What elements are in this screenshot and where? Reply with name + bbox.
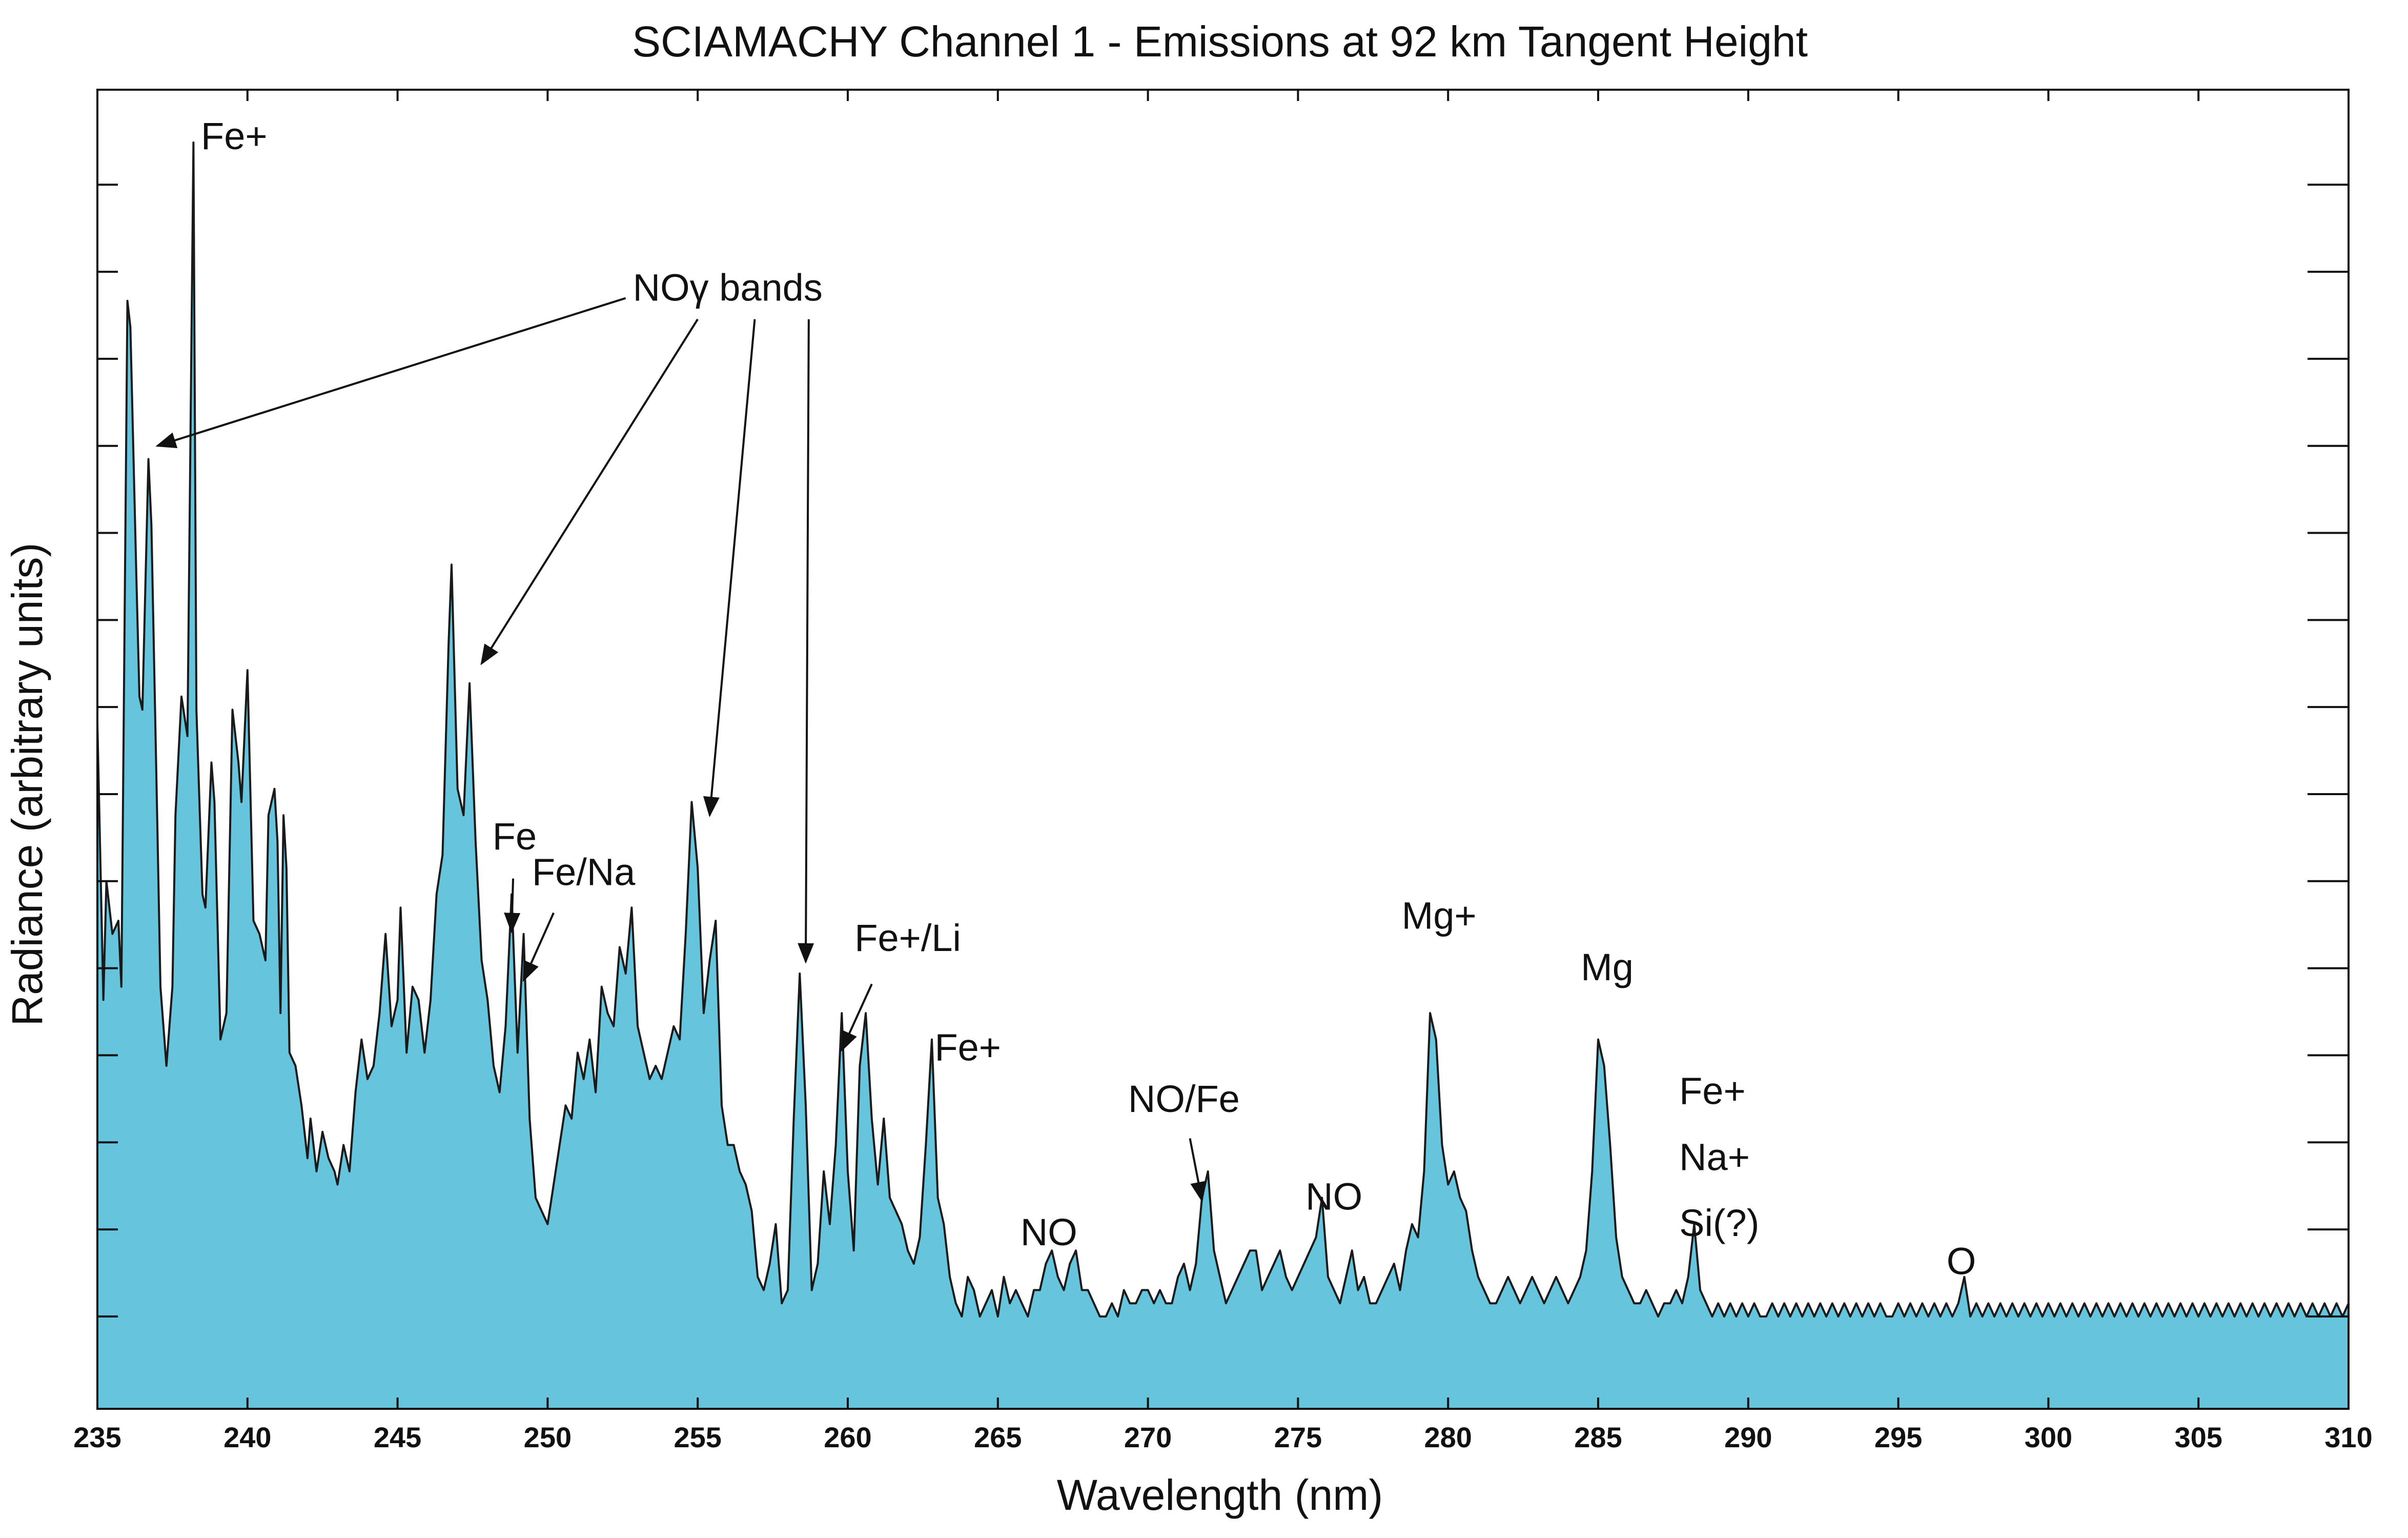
annotation-arrow-no-gamma-bands — [480, 318, 699, 665]
annotation-label-fe-plus-238: Fe+ — [201, 115, 268, 157]
annotation-arrow-no-gamma-bands — [155, 297, 626, 449]
annotation-label-o-297: O — [1947, 1240, 1976, 1283]
annotation-arrow-fe-249 — [504, 878, 521, 934]
annotation-label-no-276: NO — [1305, 1175, 1362, 1218]
x-tick-label: 285 — [1574, 1421, 1622, 1453]
x-tick-label: 240 — [223, 1421, 271, 1453]
axes: 235 240 245 250 255 260 265 270 275 280 285 290 295 3… — [73, 89, 2373, 1453]
annotation-label-no-267: NO — [1021, 1211, 1077, 1253]
annotation-arrow-fe-na-250 — [522, 912, 555, 982]
annotation-label-fe-249: Fe — [493, 815, 537, 858]
x-tick-label: 275 — [1274, 1421, 1322, 1453]
plot-area — [96, 141, 2350, 1409]
x-tick-label: 295 — [1874, 1421, 1922, 1453]
x-tick-label: 250 — [524, 1421, 572, 1453]
x-tick-label: 280 — [1424, 1421, 1472, 1453]
x-tick-label: 260 — [824, 1421, 871, 1453]
annotation-label-fe-plus-263: Fe+ — [934, 1026, 1001, 1069]
x-tick-label: 270 — [1124, 1421, 1172, 1453]
x-tick-label: 265 — [974, 1421, 1022, 1453]
spectrum-line-0 — [96, 141, 2350, 1318]
chart-title: SCIAMACHY Channel 1 - Emissions at 92 km… — [632, 17, 1808, 66]
plot-frame — [96, 89, 2350, 1410]
annotation-arrow-no-fe-272 — [1189, 1138, 1207, 1203]
annotation-label-fe-plus-li: Fe+/Li — [854, 917, 961, 959]
y-axis-title: Radiance (arbitrary units) — [3, 542, 51, 1026]
x-tick-label: 255 — [674, 1421, 721, 1453]
annotation-label-fe-na-si-288: Na+ — [1679, 1136, 1750, 1178]
annotation-arrow-no-gamma-bands — [798, 319, 814, 964]
annotation-label-fe-na-si-288: Si(?) — [1679, 1202, 1759, 1244]
annotation-label-fe-na-250: Fe/Na — [532, 851, 636, 894]
x-tick-label: 245 — [374, 1421, 421, 1453]
annotation-arrow-no-gamma-bands — [703, 319, 756, 818]
x-tick-label: 305 — [2174, 1421, 2222, 1453]
spectrum-area-0 — [97, 142, 2349, 1409]
annotation-label-mg-plus-280: Mg+ — [1402, 894, 1477, 937]
annotation-label-mg-285: Mg — [1581, 946, 1634, 988]
annotation-label-fe-na-si-288: Fe+ — [1679, 1070, 1746, 1112]
annotation-arrow-fe-plus-li — [841, 983, 873, 1052]
x-tick-label: 300 — [2025, 1421, 2072, 1453]
x-axis-title: Wavelength (nm) — [1057, 1471, 1383, 1519]
x-tick-label: 290 — [1724, 1421, 1772, 1453]
x-tick-label: 310 — [2324, 1421, 2372, 1453]
annotation-label-no-gamma-bands: NOγ bands — [633, 267, 823, 309]
x-tick-label: 235 — [73, 1421, 121, 1453]
annotation-label-no-fe-272: NO/Fe — [1128, 1078, 1240, 1120]
